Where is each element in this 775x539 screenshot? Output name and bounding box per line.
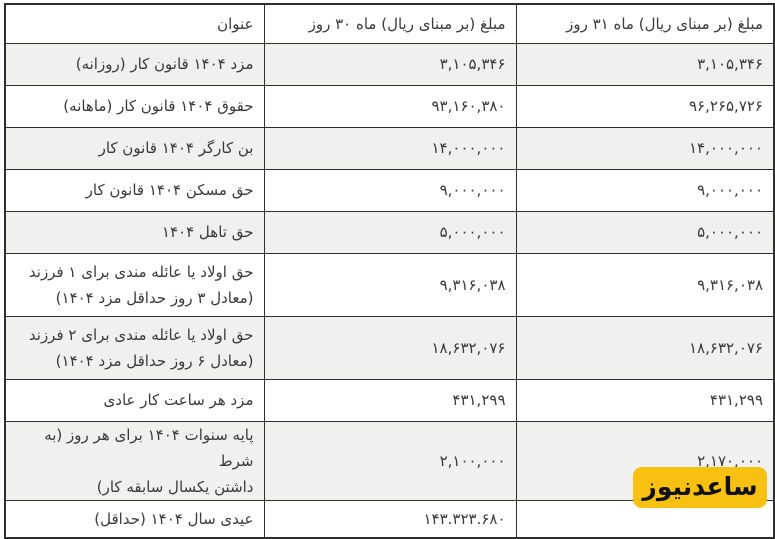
table-row: پایه سنوات ۱۴۰۴ برای هر روز (به شرط داشت… — [4, 420, 775, 501]
row-title-cell: حق مسکن ۱۴۰۴ قانون کار — [4, 168, 265, 212]
table-row: حق اولاد یا عائله مندی برای ۱ فرزند (معا… — [4, 252, 775, 317]
row-title-cell: حق اولاد یا عائله مندی برای ۲ فرزند (معا… — [4, 315, 265, 380]
header-cell-amount-30: مبلغ (بر مبنای ریال) ماه ۳۰ روز — [263, 3, 517, 44]
header-row: عنوان مبلغ (بر مبنای ریال) ماه ۳۰ روز مب… — [4, 3, 775, 44]
row-title-cell: مزد ۱۴۰۴ قانون کار (روزانه) — [4, 42, 265, 86]
amount-31-cell: ۹۶,۲۶۵,۷۲۶ — [515, 84, 775, 128]
table-row: حق اولاد یا عائله مندی برای ۲ فرزند (معا… — [4, 315, 775, 380]
amount-30-cell: ۹۳,۱۶۰,۳۸۰ — [263, 84, 517, 128]
header-cell-amount-31: مبلغ (بر مبنای ریال) ماه ۳۱ روز — [515, 3, 775, 44]
row-title-cell: پایه سنوات ۱۴۰۴ برای هر روز (به شرط داشت… — [4, 420, 265, 501]
amount-30-cell: ۹,۰۰۰,۰۰۰ — [263, 168, 517, 212]
amount-31-cell: ۳,۱۰۵,۳۴۶ — [515, 42, 775, 86]
row-title-cell: حق اولاد یا عائله مندی برای ۱ فرزند (معا… — [4, 252, 265, 317]
amount-30-cell: ۳,۱۰۵,۳۴۶ — [263, 42, 517, 86]
amount-31-cell: ۴۳۱,۲۹۹ — [515, 378, 775, 422]
amount-30-cell: ۹,۳۱۶,۰۳۸ — [263, 252, 517, 317]
amount-31-cell: ۱۸,۶۳۲,۰۷۶ — [515, 315, 775, 380]
row-title-cell: حق تاهل ۱۴۰۴ — [4, 210, 265, 254]
table-row: حق تاهل ۱۴۰۴ ۵,۰۰۰,۰۰۰ ۵,۰۰۰,۰۰۰ — [4, 210, 775, 254]
table-row: مزد هر ساعت کار عادی ۴۳۱,۲۹۹ ۴۳۱,۲۹۹ — [4, 378, 775, 422]
table-row: حق مسکن ۱۴۰۴ قانون کار ۹,۰۰۰,۰۰۰ ۹,۰۰۰,۰… — [4, 168, 775, 212]
row-title-cell: بن کارگر ۱۴۰۴ قانون کار — [4, 126, 265, 170]
header-cell-title: عنوان — [4, 3, 265, 44]
table-row: مزد ۱۴۰۴ قانون کار (روزانه) ۳,۱۰۵,۳۴۶ ۳,… — [4, 42, 775, 86]
amount-30-cell: ۱۴۳.۳۲۳.۶۸۰ — [263, 499, 517, 539]
table-row: حقوق ۱۴۰۴ قانون کار (ماهانه) ۹۳,۱۶۰,۳۸۰ … — [4, 84, 775, 128]
table-row: بن کارگر ۱۴۰۴ قانون کار ۱۴,۰۰۰,۰۰۰ ۱۴,۰۰… — [4, 126, 775, 170]
amount-30-cell: ۴۳۱,۲۹۹ — [263, 378, 517, 422]
row-title-cell: مزد هر ساعت کار عادی — [4, 378, 265, 422]
salary-table: عنوان مبلغ (بر مبنای ریال) ماه ۳۰ روز مب… — [4, 3, 775, 539]
amount-31-cell: ۱۴,۰۰۰,۰۰۰ — [515, 126, 775, 170]
amount-30-cell: ۲,۱۰۰,۰۰۰ — [263, 420, 517, 501]
amount-31-cell: ۹,۳۱۶,۰۳۸ — [515, 252, 775, 317]
amount-30-cell: ۵,۰۰۰,۰۰۰ — [263, 210, 517, 254]
amount-31-cell: ۵,۰۰۰,۰۰۰ — [515, 210, 775, 254]
amount-31-cell: ۹,۰۰۰,۰۰۰ — [515, 168, 775, 212]
row-title-cell: عیدی سال ۱۴۰۴ (حداقل) — [4, 499, 265, 539]
row-title-cell: حقوق ۱۴۰۴ قانون کار (ماهانه) — [4, 84, 265, 128]
amount-30-cell: ۱۸,۶۳۲,۰۷۶ — [263, 315, 517, 380]
page: عنوان مبلغ (بر مبنای ریال) ماه ۳۰ روز مب… — [4, 3, 775, 539]
amount-30-cell: ۱۴,۰۰۰,۰۰۰ — [263, 126, 517, 170]
saednews-watermark-logo: ساعدنیوز — [633, 467, 767, 508]
